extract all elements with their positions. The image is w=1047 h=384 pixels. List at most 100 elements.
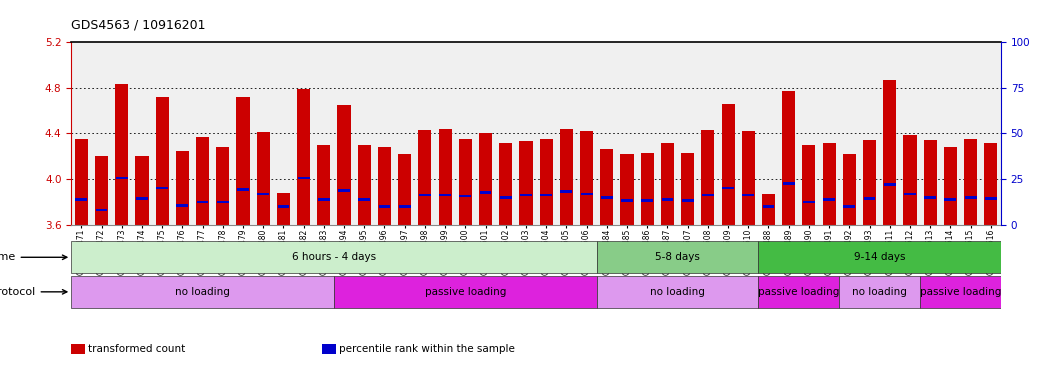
Bar <box>722 187 734 189</box>
Bar <box>642 199 653 202</box>
Bar <box>499 142 512 225</box>
Bar <box>358 198 371 201</box>
Bar <box>71 242 597 273</box>
Bar <box>337 105 351 225</box>
Bar <box>581 193 593 195</box>
Bar <box>580 131 594 225</box>
Bar <box>237 97 249 225</box>
Bar <box>156 97 169 225</box>
Bar <box>116 177 128 179</box>
Bar <box>783 182 795 185</box>
Bar <box>398 154 411 225</box>
Bar <box>964 139 977 225</box>
Bar <box>985 197 997 200</box>
Bar <box>237 188 249 190</box>
Bar <box>115 84 129 225</box>
Bar <box>884 80 896 225</box>
Bar <box>338 189 350 192</box>
Bar <box>904 193 916 195</box>
Bar <box>600 149 614 225</box>
Bar <box>276 193 290 225</box>
Bar <box>439 129 451 225</box>
Bar <box>176 151 188 225</box>
Bar <box>601 196 612 199</box>
Bar <box>95 156 108 225</box>
Text: 6 hours - 4 days: 6 hours - 4 days <box>292 252 376 262</box>
Bar <box>621 154 633 225</box>
Bar <box>741 131 755 225</box>
Bar <box>863 140 876 225</box>
Text: no loading: no loading <box>852 287 907 297</box>
Bar <box>539 139 553 225</box>
Bar <box>318 198 330 201</box>
Text: GDS4563 / 10916201: GDS4563 / 10916201 <box>71 18 205 31</box>
Bar <box>762 194 775 225</box>
Bar <box>682 153 694 225</box>
Bar <box>864 197 875 200</box>
Bar <box>439 194 451 196</box>
Bar <box>196 137 209 225</box>
Text: passive loading: passive loading <box>920 287 1001 297</box>
Bar <box>944 198 956 201</box>
Bar <box>177 204 188 207</box>
Bar <box>844 205 855 208</box>
Bar <box>217 147 229 225</box>
Bar <box>803 200 815 203</box>
Bar <box>197 200 208 203</box>
Bar <box>460 195 471 197</box>
Bar <box>758 276 840 308</box>
Bar <box>277 205 289 208</box>
Bar <box>964 196 977 199</box>
Text: passive loading: passive loading <box>425 287 506 297</box>
Bar <box>560 129 573 225</box>
Bar <box>95 209 108 211</box>
Bar <box>560 190 573 193</box>
Bar <box>217 200 228 203</box>
Bar <box>478 134 492 225</box>
Text: percentile rank within the sample: percentile rank within the sample <box>339 344 515 354</box>
Bar <box>135 156 149 225</box>
Bar <box>823 142 836 225</box>
Bar <box>823 198 836 201</box>
Bar <box>520 194 532 196</box>
Bar <box>459 139 472 225</box>
Bar <box>758 242 1001 273</box>
Bar <box>75 198 87 201</box>
Bar <box>701 194 714 196</box>
Bar <box>904 134 916 225</box>
Bar <box>74 139 88 225</box>
Bar <box>136 197 148 200</box>
Bar <box>762 205 775 208</box>
Bar <box>258 193 269 195</box>
Bar <box>682 199 693 202</box>
Text: time: time <box>0 252 67 262</box>
Bar <box>884 184 895 186</box>
Text: 5-8 days: 5-8 days <box>655 252 700 262</box>
Bar <box>661 142 674 225</box>
Bar <box>701 130 714 225</box>
Bar <box>257 132 270 225</box>
Text: no loading: no loading <box>175 287 230 297</box>
Text: passive loading: passive loading <box>758 287 840 297</box>
Bar <box>156 187 169 189</box>
Bar <box>742 194 754 196</box>
Bar <box>641 153 653 225</box>
Bar <box>399 205 410 208</box>
Bar <box>480 192 491 194</box>
Bar <box>334 276 597 308</box>
Bar <box>597 276 758 308</box>
Bar <box>920 276 1001 308</box>
Bar <box>782 91 796 225</box>
Bar <box>925 196 936 199</box>
Bar <box>923 140 937 225</box>
Bar <box>358 145 371 225</box>
Text: no loading: no loading <box>650 287 705 297</box>
Bar <box>662 198 673 201</box>
Text: transformed count: transformed count <box>88 344 185 354</box>
Bar <box>378 147 391 225</box>
Bar <box>943 147 957 225</box>
Bar <box>499 196 512 199</box>
Bar <box>540 194 552 196</box>
Bar <box>802 145 816 225</box>
Bar <box>840 276 920 308</box>
